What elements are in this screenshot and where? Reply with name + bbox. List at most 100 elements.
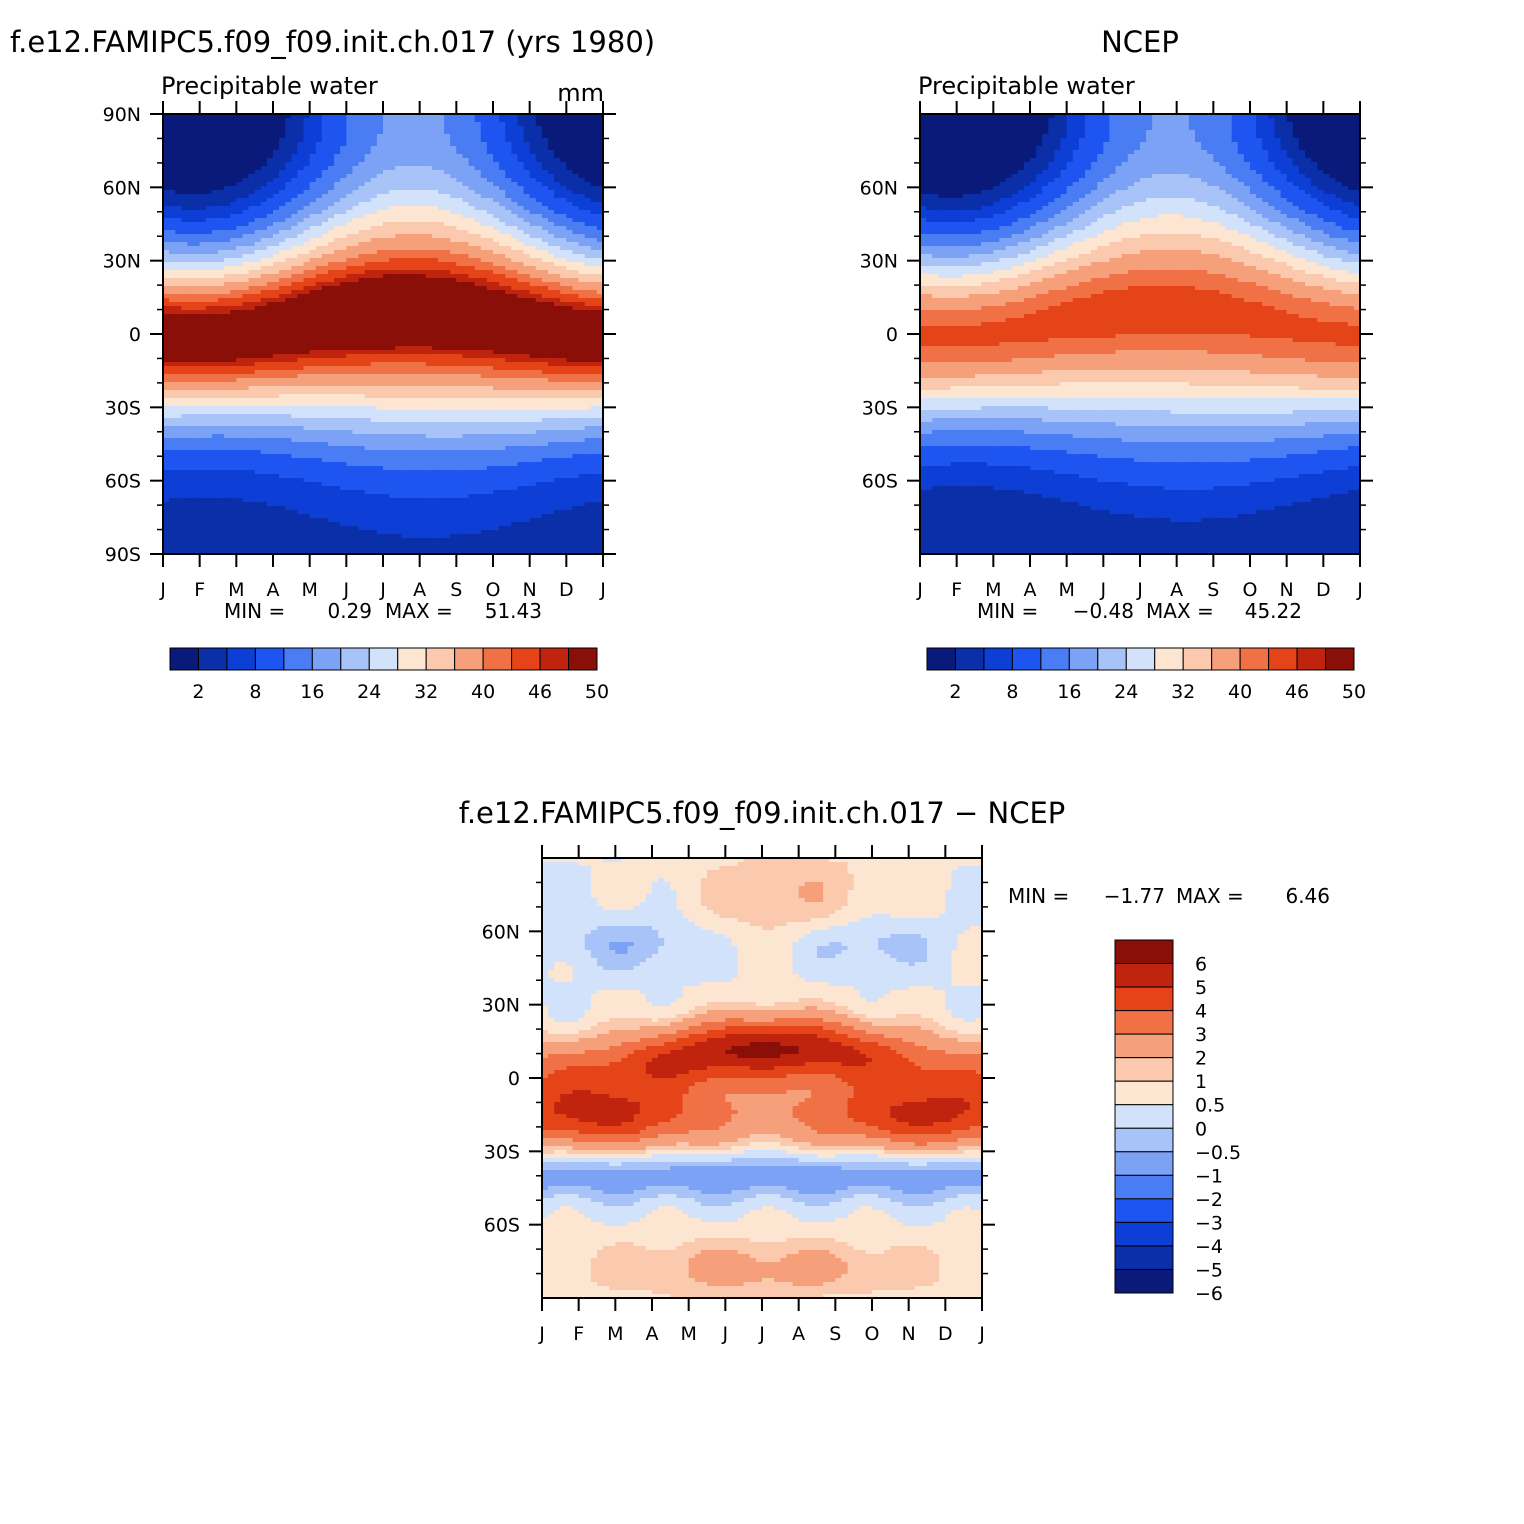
field-cell [426, 442, 433, 447]
field-cell [346, 446, 353, 451]
field-cell [255, 218, 262, 223]
field-cell [334, 234, 341, 239]
field-cell [371, 146, 378, 151]
field-cell [334, 490, 341, 495]
field-cell [334, 274, 341, 279]
field-cell [316, 302, 323, 307]
field-cell [297, 174, 304, 179]
field-cell [267, 414, 274, 419]
field-cell [438, 234, 445, 239]
field-cell [206, 402, 213, 407]
field-cell [426, 250, 433, 255]
field-cell [334, 442, 341, 447]
field-cell [249, 366, 256, 371]
field-cell [346, 150, 353, 155]
field-cell [414, 470, 421, 475]
field-cell [261, 494, 268, 499]
field-cell [371, 330, 378, 335]
field-cell [352, 514, 359, 519]
field-cell [261, 514, 268, 519]
field-cell [401, 150, 408, 155]
field-cell [194, 314, 201, 319]
field-cell [206, 258, 213, 263]
field-cell [438, 182, 445, 187]
field-cell [291, 502, 298, 507]
field-cell [377, 278, 384, 283]
field-cell [175, 474, 182, 479]
field-cell [267, 338, 274, 343]
field-cell [169, 138, 176, 143]
field-cell [383, 358, 390, 363]
field-cell [261, 206, 268, 211]
field-cell [206, 410, 213, 415]
field-cell [346, 286, 353, 291]
field-cell [310, 354, 317, 359]
field-cell [304, 330, 311, 335]
field-cell [206, 230, 213, 235]
field-cell [285, 318, 292, 323]
field-cell [401, 142, 408, 147]
field-cell [291, 466, 298, 471]
field-cell [401, 266, 408, 271]
field-cell [346, 138, 353, 143]
field-cell [359, 214, 366, 219]
field-cell [206, 262, 213, 267]
field-cell [438, 118, 445, 123]
field-cell [236, 222, 243, 227]
field-cell [255, 374, 262, 379]
field-cell [310, 398, 317, 403]
field-cell [389, 386, 396, 391]
field-cell [236, 242, 243, 247]
field-cell [291, 162, 298, 167]
field-cell [163, 290, 170, 295]
field-cell [236, 182, 243, 187]
field-cell [334, 222, 341, 227]
field-cell [230, 222, 237, 227]
field-cell [285, 222, 292, 227]
field-cell [194, 522, 201, 527]
field-cell [261, 386, 268, 391]
field-cell [365, 438, 372, 443]
field-cell [414, 182, 421, 187]
field-cell [322, 542, 329, 547]
field-cell [304, 202, 311, 207]
field-cell [261, 178, 268, 183]
field-cell [175, 450, 182, 455]
field-cell [383, 310, 390, 315]
field-cell [340, 138, 347, 143]
field-cell [181, 394, 188, 399]
field-cell [401, 130, 408, 135]
field-cell [236, 138, 243, 143]
field-cell [218, 418, 225, 423]
field-cell [175, 498, 182, 503]
field-cell [163, 178, 170, 183]
field-cell [426, 482, 433, 487]
field-cell [365, 542, 372, 547]
field-cell [352, 374, 359, 379]
field-cell [175, 178, 182, 183]
field-cell [297, 382, 304, 387]
field-cell [255, 362, 262, 367]
field-cell [365, 386, 372, 391]
field-cell [438, 202, 445, 207]
field-cell [273, 486, 280, 491]
field-cell [200, 230, 207, 235]
field-cell [438, 250, 445, 255]
field-cell [340, 190, 347, 195]
field-cell [200, 450, 207, 455]
field-cell [163, 506, 170, 511]
field-cell [304, 354, 311, 359]
field-cell [242, 126, 249, 131]
field-cell [426, 338, 433, 343]
field-cell [420, 342, 427, 347]
field-cell [328, 522, 335, 527]
field-cell [279, 174, 286, 179]
field-cell [255, 194, 262, 199]
field-cell [194, 290, 201, 295]
field-cell [310, 182, 317, 187]
field-cell [163, 226, 170, 231]
field-cell [194, 262, 201, 267]
field-cell [407, 118, 414, 123]
field-cell [346, 430, 353, 435]
field-cell [224, 534, 231, 539]
